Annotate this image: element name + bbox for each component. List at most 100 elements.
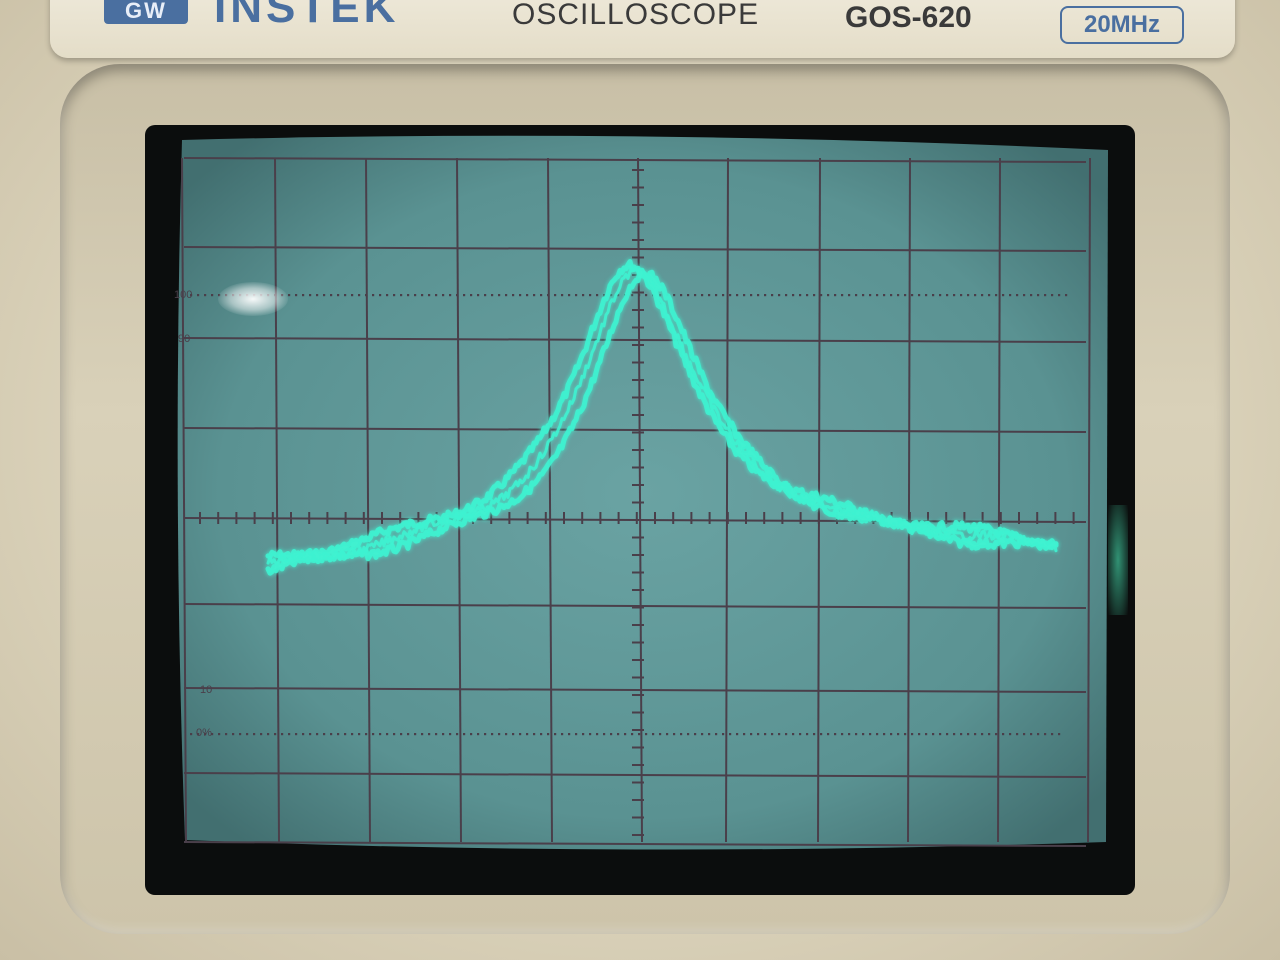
dotted-line-dot [960, 294, 963, 297]
dotted-line-dot [778, 733, 781, 736]
dotted-line-dot [386, 733, 389, 736]
dotted-line-dot [372, 294, 375, 297]
dotted-line-dot [491, 294, 494, 297]
dotted-line-dot [1044, 294, 1047, 297]
screen-glare-reflection [218, 282, 288, 316]
dotted-line-dot [981, 294, 984, 297]
dotted-line-dot [281, 733, 284, 736]
dotted-line-dot [820, 294, 823, 297]
dotted-line-dot [197, 733, 200, 736]
dotted-line-dot [771, 294, 774, 297]
dotted-line-dot [946, 294, 949, 297]
dotted-line-dot [631, 733, 634, 736]
dotted-line-dot [372, 733, 375, 736]
dotted-line-dot [526, 294, 529, 297]
dotted-line-dot [967, 733, 970, 736]
dotted-line-dot [225, 733, 228, 736]
dotted-line-dot [344, 294, 347, 297]
dotted-line-dot [386, 294, 389, 297]
dotted-line-dot [568, 294, 571, 297]
dotted-line-dot [617, 294, 620, 297]
grid-vertical-line [907, 157, 911, 843]
dotted-line-dot [365, 294, 368, 297]
dotted-line-dot [974, 733, 977, 736]
dotted-line-dot [596, 294, 599, 297]
dotted-line-dot [498, 294, 501, 297]
dotted-line-dot [463, 733, 466, 736]
dotted-line-dot [834, 294, 837, 297]
grid-vertical-line [181, 157, 187, 843]
dotted-line-dot [995, 294, 998, 297]
dotted-line-dot [323, 294, 326, 297]
dotted-line-dot [421, 294, 424, 297]
dotted-line-dot [442, 733, 445, 736]
graticule-ticks [199, 169, 1075, 836]
dotted-line-dot [757, 294, 760, 297]
graticule-label-100: 100 [174, 289, 192, 301]
dotted-line-dot [330, 733, 333, 736]
dotted-line-dot [792, 294, 795, 297]
dotted-line-dot [512, 733, 515, 736]
dotted-line-dot [414, 294, 417, 297]
dotted-line-dot [526, 733, 529, 736]
dotted-line-dot [610, 294, 613, 297]
dotted-line-dot [575, 294, 578, 297]
dotted-line-dot [351, 733, 354, 736]
grid-horizontal-line [183, 772, 1087, 778]
dotted-line-dot [428, 733, 431, 736]
dotted-line-dot [827, 294, 830, 297]
dotted-line-dot [757, 733, 760, 736]
dotted-line-dot [561, 733, 564, 736]
dotted-line-dot [1009, 733, 1012, 736]
dotted-line-dot [309, 294, 312, 297]
dotted-line-dot [603, 294, 606, 297]
dotted-line-dot [596, 733, 599, 736]
dotted-line-dot [848, 294, 851, 297]
grid-horizontal-line [183, 246, 1087, 252]
grid-vertical-line [365, 157, 371, 843]
grid-horizontal-line [183, 427, 1087, 433]
dotted-line-dot [708, 733, 711, 736]
dotted-line-dot [897, 294, 900, 297]
dotted-line-dot [554, 733, 557, 736]
dotted-line-dot [932, 733, 935, 736]
grid-horizontal-line [183, 603, 1087, 609]
dotted-line-dot [862, 733, 865, 736]
dotted-line-dot [232, 733, 235, 736]
dotted-line-dot [330, 294, 333, 297]
dotted-line-dot [589, 294, 592, 297]
dotted-line-dot [1016, 733, 1019, 736]
dotted-line-dot [841, 294, 844, 297]
dotted-line-dot [575, 733, 578, 736]
dotted-line-dot [848, 733, 851, 736]
screen-edge-glow [1108, 505, 1128, 615]
dotted-line-dot [239, 733, 242, 736]
dotted-line-dot [463, 294, 466, 297]
dotted-line-dot [519, 733, 522, 736]
dotted-line-dot [1044, 733, 1047, 736]
dotted-line-dot [302, 294, 305, 297]
dotted-line-dot [1037, 294, 1040, 297]
dotted-line-dot [337, 733, 340, 736]
dotted-line-dot [764, 733, 767, 736]
dotted-line-dot [729, 733, 732, 736]
graticule-label-90: 90 [178, 333, 190, 345]
dotted-line-dot [694, 294, 697, 297]
dotted-line-dot [582, 733, 585, 736]
dotted-line-dot [540, 294, 543, 297]
dotted-line-dot [274, 733, 277, 736]
dotted-line-dot [470, 294, 473, 297]
dotted-line-dot [407, 294, 410, 297]
dotted-line-dot [547, 294, 550, 297]
dotted-line-dot [953, 294, 956, 297]
dotted-line-dot [946, 733, 949, 736]
dotted-line-dot [729, 294, 732, 297]
dotted-line-dot [736, 733, 739, 736]
graticule-label-10: 10 [200, 684, 212, 696]
dotted-line-dot [722, 733, 725, 736]
dotted-line-dot [204, 294, 207, 297]
dotted-line-dot [449, 294, 452, 297]
dotted-line-dot [302, 733, 305, 736]
model-label: GOS-620 [845, 1, 972, 34]
dotted-line-dot [701, 733, 704, 736]
